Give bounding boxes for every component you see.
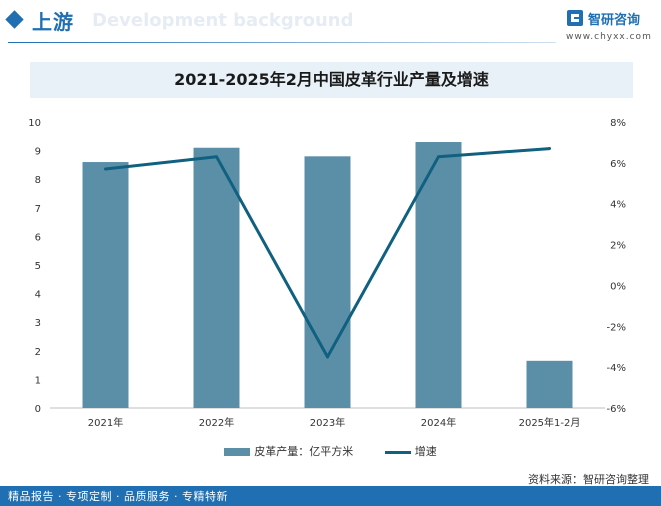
y-right-tick-label: 0%: [610, 281, 626, 292]
y-left-tick-label: 4: [35, 290, 41, 301]
x-tick-label: 2025年1-2月: [519, 416, 581, 429]
bar-production: [193, 147, 240, 409]
legend-item-growth: 增速: [384, 443, 437, 459]
point-growth: [104, 167, 107, 171]
bar-production: [415, 142, 462, 408]
title-band: [30, 62, 633, 98]
point-growth: [548, 147, 551, 151]
brand-name: 智研咨询: [588, 13, 641, 28]
y-left-tick-label: 7: [35, 204, 41, 215]
y-left-tick-label: 9: [35, 147, 41, 158]
legend-swatch-line: [384, 450, 411, 454]
page-header: Development background 上游 智研咨询 www.chyxx…: [0, 0, 661, 48]
legend-label-production: 皮革产量：亿平方米: [254, 445, 354, 458]
y-left-tick-label: 10: [28, 118, 41, 129]
y-left-tick-label: 2: [35, 347, 41, 358]
footer-bar: [0, 486, 661, 506]
y-right-tick-label: -2%: [607, 322, 626, 333]
point-growth: [437, 155, 440, 159]
brand-url: www.chyxx.com: [566, 32, 652, 42]
chart-title: 2021-2025年2月中国皮革行业产量及增速: [174, 70, 489, 89]
y-right-tick-label: 8%: [610, 118, 626, 129]
legend-item-production: 皮革产量：亿平方米: [224, 443, 353, 459]
brand-logo-icon: [567, 10, 583, 26]
header-divider: [8, 42, 556, 43]
header-watermark-text: Development background: [92, 10, 354, 31]
bar-production: [304, 156, 351, 408]
data-source: 资料来源：智研咨询整理: [528, 473, 649, 486]
legend-swatch-bar: [224, 448, 251, 456]
y-left-tick-label: 8: [35, 175, 41, 186]
x-tick-label: 2024年: [421, 416, 456, 429]
y-left-tick-label: 1: [35, 375, 41, 386]
legend-label-growth: 增速: [414, 445, 437, 458]
y-right-tick-label: 2%: [610, 241, 626, 252]
section-title: 上游: [32, 10, 74, 34]
chart-legend: 皮革产量：亿平方米 增速: [0, 443, 661, 459]
footer-tagline: 精品报告 · 专项定制 · 品质服务 · 专精特新: [8, 490, 228, 503]
y-right-tick-label: -4%: [607, 363, 626, 374]
x-tick-label: 2022年: [199, 416, 234, 429]
y-right-tick-label: 4%: [610, 200, 626, 211]
y-left-tick-label: 6: [35, 232, 41, 243]
y-left-tick-label: 3: [35, 318, 41, 329]
bar-production: [82, 162, 129, 408]
y-right-tick-label: 6%: [610, 159, 626, 170]
x-tick-label: 2021年: [88, 416, 123, 429]
y-right-tick-label: -6%: [607, 404, 626, 415]
y-left-tick-label: 0: [35, 404, 41, 415]
x-tick-label: 2023年: [310, 416, 345, 429]
y-left-tick-label: 5: [35, 261, 41, 272]
bar-production: [526, 360, 573, 408]
point-growth: [215, 155, 218, 159]
point-growth: [326, 355, 329, 359]
